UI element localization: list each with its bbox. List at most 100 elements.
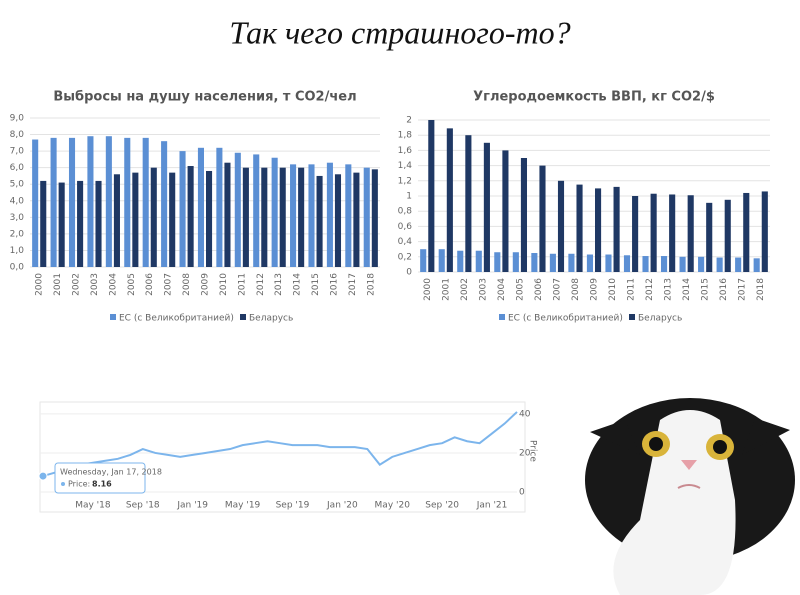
bar xyxy=(623,255,631,272)
bar xyxy=(724,199,731,272)
bar xyxy=(595,188,602,272)
bar xyxy=(169,172,176,267)
x-tick-label: 2008 xyxy=(571,278,581,301)
bar xyxy=(308,164,315,267)
x-tick-label: 2010 xyxy=(608,278,618,301)
x-tick-label: 2018 xyxy=(756,278,766,301)
bar xyxy=(32,139,39,267)
bar xyxy=(371,169,378,267)
x-tick-label: 2017 xyxy=(738,278,748,301)
x-tick-label: May '18 xyxy=(75,501,111,511)
x-tick-label: 2001 xyxy=(53,273,63,296)
bar xyxy=(512,252,519,272)
legend-swatch xyxy=(110,314,116,320)
tooltip-point xyxy=(38,471,48,481)
cat-ear xyxy=(742,418,790,455)
x-tick-label: 2004 xyxy=(497,278,507,301)
bar xyxy=(179,151,186,267)
bar xyxy=(40,180,47,267)
x-tick-label: 2015 xyxy=(311,273,321,296)
bar xyxy=(502,150,509,272)
slide-title: Так чего страшного-то? xyxy=(229,14,570,50)
x-tick-label: 2002 xyxy=(460,278,470,301)
tooltip-title: Wednesday, Jan 17, 2018 xyxy=(60,468,162,477)
y-tick-label: 2 xyxy=(406,116,412,126)
legend-swatch xyxy=(629,314,635,320)
bar xyxy=(279,167,286,267)
y-tick-label: 0,8 xyxy=(398,207,413,217)
y-tick-label: 0 xyxy=(406,268,412,278)
bar xyxy=(446,128,453,272)
bar xyxy=(298,167,305,267)
x-tick-label: 2009 xyxy=(201,273,211,296)
y-tick-label: 0,6 xyxy=(398,222,413,232)
x-tick-label: 2011 xyxy=(627,278,637,301)
x-tick-label: 2009 xyxy=(590,278,600,301)
bar xyxy=(261,167,268,267)
bar xyxy=(586,254,593,272)
bar xyxy=(761,191,768,272)
price-line xyxy=(42,411,518,478)
x-tick-label: 2014 xyxy=(682,278,692,301)
legend-label: ЕС (с Великобританией) xyxy=(119,314,234,324)
bar xyxy=(465,135,472,272)
bar xyxy=(716,257,723,272)
legend-label: ЕС (с Великобританией) xyxy=(508,314,623,324)
bar xyxy=(113,174,120,267)
cat-pupil xyxy=(649,437,663,451)
bar xyxy=(197,147,204,267)
y-tick-label: 1 xyxy=(406,192,412,202)
x-tick-label: May '19 xyxy=(225,501,261,511)
bar xyxy=(698,256,705,272)
bar xyxy=(568,253,575,272)
price-chart-frame xyxy=(39,401,526,513)
bar xyxy=(650,193,657,272)
bar xyxy=(216,147,223,267)
bar xyxy=(557,180,565,272)
cat-pupil xyxy=(713,440,727,454)
bar xyxy=(58,182,65,267)
x-tick-label: 2014 xyxy=(293,273,303,296)
bar xyxy=(124,137,131,267)
x-tick-label: Sep '20 xyxy=(425,501,459,511)
x-tick-label: 2006 xyxy=(534,278,544,301)
bar xyxy=(687,195,694,272)
x-tick-label: 2000 xyxy=(35,273,45,296)
y-tick-label: 6,0 xyxy=(10,163,25,173)
chart-title: Выбросы на душу населения, т CO2/чел xyxy=(53,90,356,105)
bar xyxy=(242,167,249,267)
bar xyxy=(706,202,713,272)
tooltip-value: 8.16 xyxy=(92,480,112,489)
legend-label: Беларусь xyxy=(638,314,682,324)
y-tick-label: 0,2 xyxy=(398,252,412,262)
x-tick-label: Sep '19 xyxy=(276,501,310,511)
x-tick-label: Jan '19 xyxy=(176,501,208,511)
bar xyxy=(50,137,57,267)
bar xyxy=(753,258,760,272)
x-tick-label: 2015 xyxy=(701,278,711,301)
tooltip-label: Price: xyxy=(68,480,90,489)
x-tick-label: 2017 xyxy=(348,273,358,296)
x-tick-label: 2000 xyxy=(423,278,433,301)
bar xyxy=(334,174,342,267)
bar xyxy=(234,152,241,267)
x-tick-label: 2005 xyxy=(127,273,137,296)
x-tick-label: 2013 xyxy=(274,273,284,296)
x-tick-label: 2008 xyxy=(182,273,192,296)
bar xyxy=(68,137,76,267)
bar xyxy=(549,253,556,272)
bar xyxy=(326,162,333,267)
bar xyxy=(77,180,84,267)
bar xyxy=(483,142,490,272)
cat-mouth xyxy=(677,484,701,489)
bar xyxy=(605,254,612,272)
y-tick-label: 20 xyxy=(519,448,531,458)
x-tick-label: 2005 xyxy=(515,278,525,301)
bar xyxy=(743,192,750,272)
x-tick-label: 2003 xyxy=(478,278,488,301)
bar xyxy=(150,167,157,267)
bar xyxy=(632,196,639,272)
bar xyxy=(87,136,94,267)
bar xyxy=(428,120,435,272)
bar xyxy=(142,137,149,267)
